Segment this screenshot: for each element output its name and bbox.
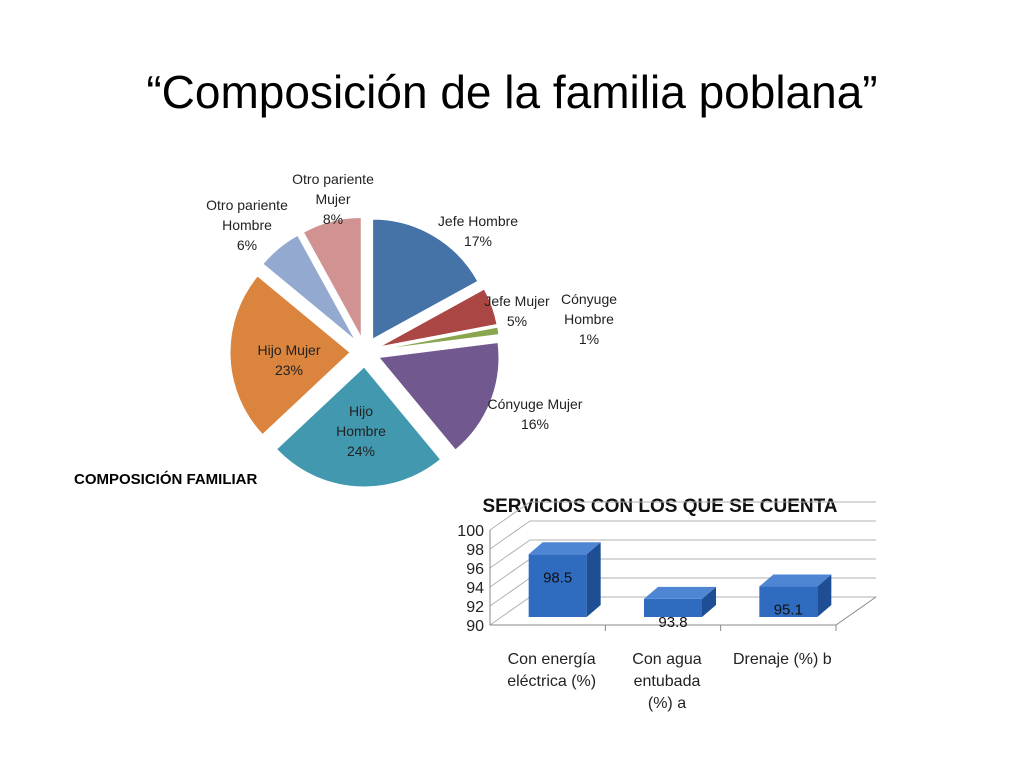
x-category-label: Con energía eléctrica (%) <box>507 651 596 690</box>
gridline-diagonal <box>489 520 531 550</box>
bar-1-side <box>586 542 601 617</box>
gridline-diagonal <box>489 596 531 626</box>
x-category-label: Con agua entubada (%) a <box>632 651 701 712</box>
y-tick-label: 90 <box>466 618 484 635</box>
pie-slice-otro-pariente-hombre <box>262 234 356 341</box>
pie-label-hijo-hombre: Hijo Hombre 24% <box>336 403 386 459</box>
floor-edge <box>835 596 877 626</box>
pie-slice-jefe-hombre <box>372 218 479 340</box>
bar-2 <box>644 598 702 617</box>
bar-3-side <box>817 574 832 617</box>
pie-label-otro-pariente-mujer: Otro pariente Mujer 8% <box>292 171 374 227</box>
pie-label-jefe-hombre: Jefe Hombre 17% <box>438 213 518 249</box>
y-tick-label: 94 <box>466 580 484 597</box>
gridline-diagonal <box>489 501 531 531</box>
pie-label-jefe-mujer: Jefe Mujer 5% <box>484 293 550 329</box>
gridline-diagonal <box>489 558 531 588</box>
bar-value-label: 98.5 <box>543 569 572 586</box>
pie-chart-title: COMPOSICIÓN FAMILIAR <box>74 471 258 488</box>
y-tick-label: 98 <box>466 542 484 559</box>
y-tick-label: 92 <box>466 599 484 616</box>
bar-1 <box>528 554 587 617</box>
pie-label-hijo-mujer: Hijo Mujer 23% <box>257 342 320 378</box>
pie-slice-conyuge-mujer <box>377 341 500 451</box>
pie-label-conyuge-mujer: Cónyuge Mujer 16% <box>488 396 583 432</box>
gridline-diagonal <box>489 539 531 569</box>
pie-slice-hijo-mujer <box>229 275 351 436</box>
pie-label-conyuge-hombre: Cónyuge Hombre 1% <box>561 291 617 347</box>
gridline-diagonal <box>489 577 531 607</box>
bar-2-top <box>644 586 716 599</box>
bar-2-side <box>702 586 716 617</box>
bar-value-label: 95.1 <box>774 602 803 619</box>
x-category-label: Drenaje (%) b <box>733 651 832 668</box>
pie-label-otro-pariente-hombre: Otro pariente Hombre 6% <box>206 197 288 253</box>
y-tick-label: 100 <box>457 523 484 540</box>
bar-value-label: 93.8 <box>658 614 687 631</box>
bar-chart-title: SERVICIOS CON LOS QUE SE CUENTA <box>482 496 837 517</box>
pie-slice-otro-pariente-mujer <box>302 216 362 338</box>
bar-1-top <box>528 542 601 555</box>
pie-slice-conyuge-hombre <box>379 326 500 351</box>
y-tick-label: 96 <box>466 561 484 578</box>
bar-3 <box>759 586 818 617</box>
pie-slice-hijo-hombre <box>275 366 442 488</box>
pie-slice-jefe-mujer <box>378 288 498 348</box>
slide-title: “Composición de la familia poblana” <box>146 66 878 118</box>
bar-3-top <box>759 574 832 587</box>
